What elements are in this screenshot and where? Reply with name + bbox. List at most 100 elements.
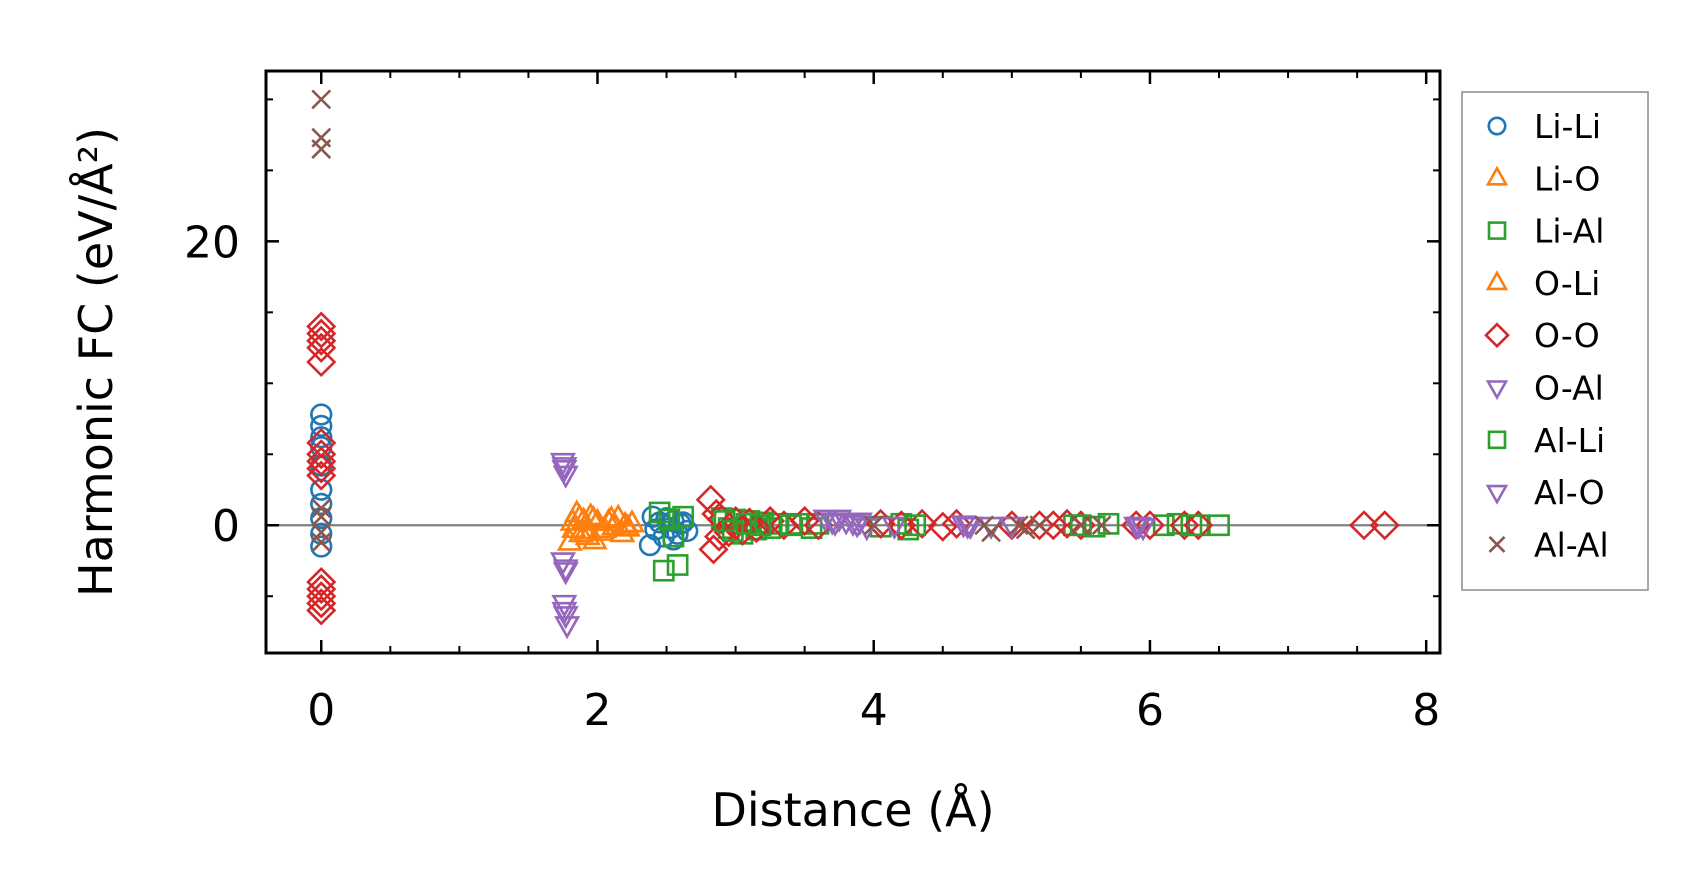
data-point — [570, 506, 597, 530]
data-point — [666, 554, 689, 576]
data-point — [1130, 518, 1157, 542]
legend-item: Al-O — [1485, 473, 1605, 512]
data-point — [551, 457, 578, 481]
data-point — [552, 562, 579, 586]
data-point — [1169, 510, 1200, 541]
data-point — [1369, 510, 1400, 541]
data-point — [881, 516, 908, 540]
data-point — [1029, 515, 1050, 536]
data-point — [310, 414, 333, 438]
y-tick-label: 0 — [212, 501, 240, 552]
data-point — [306, 574, 337, 605]
y-axis-label: Harmonic FC (eV/Å²) — [69, 127, 123, 597]
data-point — [863, 515, 884, 536]
legend-marker — [1485, 484, 1509, 505]
data-point — [306, 311, 337, 342]
data-point — [306, 595, 337, 626]
data-point — [950, 515, 977, 539]
data-point — [703, 521, 735, 552]
legend-marker — [1487, 221, 1507, 240]
legend-marker — [1485, 165, 1509, 186]
data-point — [306, 453, 337, 484]
axes: 0 2 4 6 8 0 20 — [184, 69, 1442, 736]
series-3 — [560, 503, 639, 546]
legend-item: Al-Li — [1487, 421, 1605, 460]
data-point — [580, 504, 607, 529]
data-point — [741, 513, 772, 544]
legend-label: Al-Li — [1534, 421, 1605, 460]
data-point — [306, 566, 337, 598]
legend-marker — [1485, 270, 1509, 291]
x-tick-label: 8 — [1412, 685, 1440, 736]
data-point — [310, 535, 333, 558]
data-point — [551, 601, 578, 626]
x-axis-label: Distance (Å) — [711, 783, 994, 837]
legend-item: O-O — [1484, 316, 1600, 355]
data-point — [311, 532, 332, 553]
legend-label: O-Al — [1534, 369, 1604, 408]
x-tick-label: 0 — [307, 685, 335, 736]
legend-item: Li-O — [1485, 159, 1600, 198]
legend-label: Li-Al — [1534, 212, 1604, 251]
plot-area — [266, 89, 1440, 640]
data-point — [1152, 514, 1175, 537]
data-point — [311, 89, 332, 110]
data-point — [311, 139, 332, 159]
legend: Li-Li Li-O Li-Al O-Li O-O O-Al Al-Li Al-O Al-Al — [1461, 91, 1649, 591]
data-point — [844, 515, 871, 539]
data-point — [907, 508, 938, 539]
data-point — [1015, 519, 1036, 540]
x-tick-label: 2 — [583, 685, 611, 736]
legend-label: O-Li — [1534, 264, 1600, 303]
legend-item: Al-Al — [1488, 525, 1609, 564]
data-point — [310, 403, 333, 426]
data-point — [658, 508, 681, 531]
legend-item: Li-Al — [1487, 212, 1604, 251]
data-point — [641, 505, 664, 528]
data-point — [306, 588, 337, 619]
data-point — [666, 522, 689, 545]
data-point — [1069, 514, 1092, 537]
legend-marker — [1487, 116, 1507, 136]
data-point — [721, 520, 744, 542]
data-point — [306, 325, 337, 356]
data-point — [311, 506, 332, 527]
legend-marker — [1488, 535, 1506, 553]
data-point — [551, 459, 578, 484]
data-point — [560, 514, 588, 539]
series-6 — [713, 510, 1203, 542]
data-point — [954, 516, 981, 540]
legend-item: O-Al — [1485, 369, 1604, 408]
legend-item: O-Li — [1485, 264, 1600, 303]
data-point — [1125, 516, 1152, 540]
data-point — [618, 509, 646, 533]
data-point — [306, 460, 337, 491]
x-tick-label: 6 — [1136, 685, 1164, 736]
data-point — [1183, 510, 1214, 541]
data-point — [1208, 514, 1230, 537]
data-point — [567, 519, 594, 543]
data-point — [306, 346, 337, 378]
legend-item: Li-Li — [1487, 107, 1601, 146]
data-point — [981, 522, 1002, 543]
data-point — [779, 514, 802, 537]
data-point — [1024, 510, 1055, 541]
data-point — [904, 514, 927, 537]
data-point — [306, 446, 337, 477]
data-point — [306, 332, 337, 363]
data-point — [941, 508, 972, 539]
data-point — [306, 439, 337, 470]
data-point — [1180, 514, 1203, 537]
axes-frame — [264, 69, 1442, 655]
data-point — [1091, 515, 1112, 536]
data-point — [595, 507, 622, 531]
x-tick-label: 4 — [860, 685, 888, 736]
data-point — [310, 492, 333, 516]
data-point — [822, 513, 849, 538]
legend-marker — [1484, 322, 1510, 349]
data-point — [306, 581, 337, 612]
data-point — [612, 510, 639, 534]
legend-label: Al-Al — [1534, 525, 1609, 564]
